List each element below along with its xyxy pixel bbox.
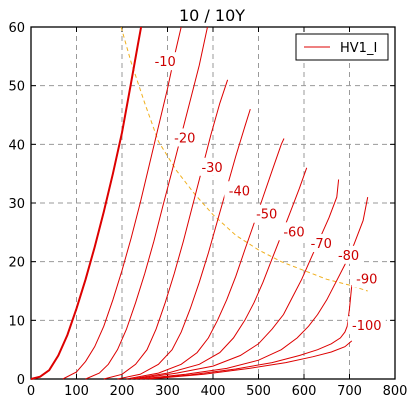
- curve-minus-10: [62, 26, 182, 380]
- curve-zero: [30, 26, 143, 380]
- legend-label: HV1_I: [340, 41, 377, 56]
- curve-label-bg: [224, 181, 255, 200]
- x-tick-label: 700: [337, 384, 362, 399]
- curve-label: -90: [356, 272, 377, 287]
- curve-label: -70: [311, 237, 332, 252]
- curve-label-bg: [197, 157, 228, 176]
- y-tick-label: 50: [8, 80, 25, 95]
- curve-minus-40: [117, 108, 251, 380]
- plate-curves: [30, 26, 369, 380]
- chart-title: 10 / 10Y: [179, 6, 245, 25]
- x-tick-label: 0: [27, 384, 35, 399]
- x-tick-label: 800: [383, 384, 408, 399]
- curve-minus-70: [135, 179, 340, 380]
- curve-label-bg: [306, 234, 337, 253]
- curve-labels: -10 -20 -30 -40 -50 -60 -70 -80 -90 -100: [150, 52, 386, 335]
- axis-ticks: 0 100 200 300 400 500 600 700 800 0 10 20 30 40 50 60: [8, 21, 407, 399]
- curve-label: -40: [229, 184, 250, 199]
- y-tick-label: 30: [8, 197, 25, 212]
- legend: HV1_I: [295, 33, 389, 61]
- curve-label: -20: [174, 131, 195, 146]
- curve-label-bg: [251, 204, 282, 223]
- x-tick-label: 500: [246, 384, 271, 399]
- x-tick-label: 400: [201, 384, 226, 399]
- curve-label-bg: [351, 269, 382, 288]
- curve-minus-100: [149, 340, 353, 380]
- curve-minus-60: [131, 167, 308, 380]
- curve-label-bg: [333, 245, 364, 264]
- y-tick-label: 0: [17, 373, 25, 388]
- y-tick-label: 40: [8, 138, 25, 153]
- y-tick-label: 60: [8, 21, 25, 36]
- grid: [31, 27, 395, 379]
- curve-minus-30: [103, 79, 229, 380]
- curve-label: -60: [283, 225, 304, 240]
- curve-label: -50: [256, 208, 277, 223]
- x-tick-label: 600: [292, 384, 317, 399]
- x-tick-label: 200: [110, 384, 135, 399]
- curve-label: -30: [201, 161, 222, 176]
- curve-label: -100: [352, 319, 382, 334]
- y-tick-label: 20: [8, 256, 25, 271]
- curve-label: -10: [155, 55, 176, 70]
- curve-minus-20: [85, 26, 208, 380]
- curve-label-bg: [278, 222, 309, 241]
- x-tick-label: 100: [64, 384, 89, 399]
- y-tick-label: 10: [8, 314, 25, 329]
- x-tick-label: 300: [155, 384, 180, 399]
- curve-label-bg: [169, 128, 200, 147]
- curve-label: -80: [338, 249, 359, 264]
- curve-label-bg: [347, 316, 386, 335]
- curve-minus-90: [144, 285, 353, 380]
- curve-label-bg: [150, 52, 181, 71]
- curve-minus-50: [126, 138, 285, 380]
- dissipation-line: [120, 26, 368, 292]
- dissipation-curve: [120, 26, 368, 292]
